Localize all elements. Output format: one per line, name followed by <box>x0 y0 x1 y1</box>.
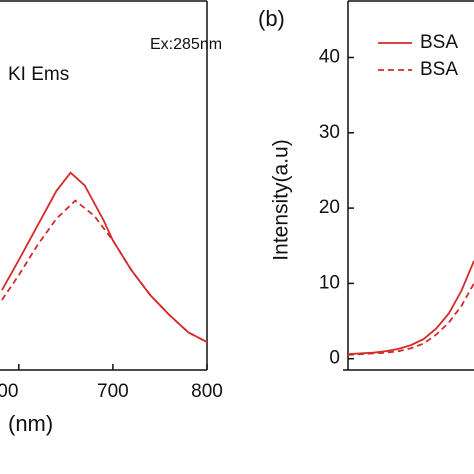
x-tick-label: 800 <box>191 381 223 402</box>
legend-label: BSA <box>420 32 458 53</box>
annotation: KI Ems <box>8 64 69 85</box>
y-tick-label: 40 <box>319 46 340 67</box>
y-tick-label: 10 <box>319 272 340 293</box>
x-axis-label: (nm) <box>8 411 53 436</box>
series-line <box>1 171 208 343</box>
legend-label: BSA <box>420 59 458 80</box>
series-line <box>347 282 474 356</box>
y-tick-label: 20 <box>319 197 340 218</box>
series-line <box>1 199 208 343</box>
y-tick-label: 0 <box>329 348 340 369</box>
y-axis-label: Intensity(a.u) <box>270 139 293 260</box>
annotation: Ex:285nm <box>150 36 222 53</box>
panel-label: (b) <box>258 6 285 31</box>
x-tick-label: 700 <box>97 381 129 402</box>
series-line <box>347 260 474 356</box>
y-tick-label: 30 <box>319 122 340 143</box>
x-tick-label: 00 <box>0 381 18 402</box>
